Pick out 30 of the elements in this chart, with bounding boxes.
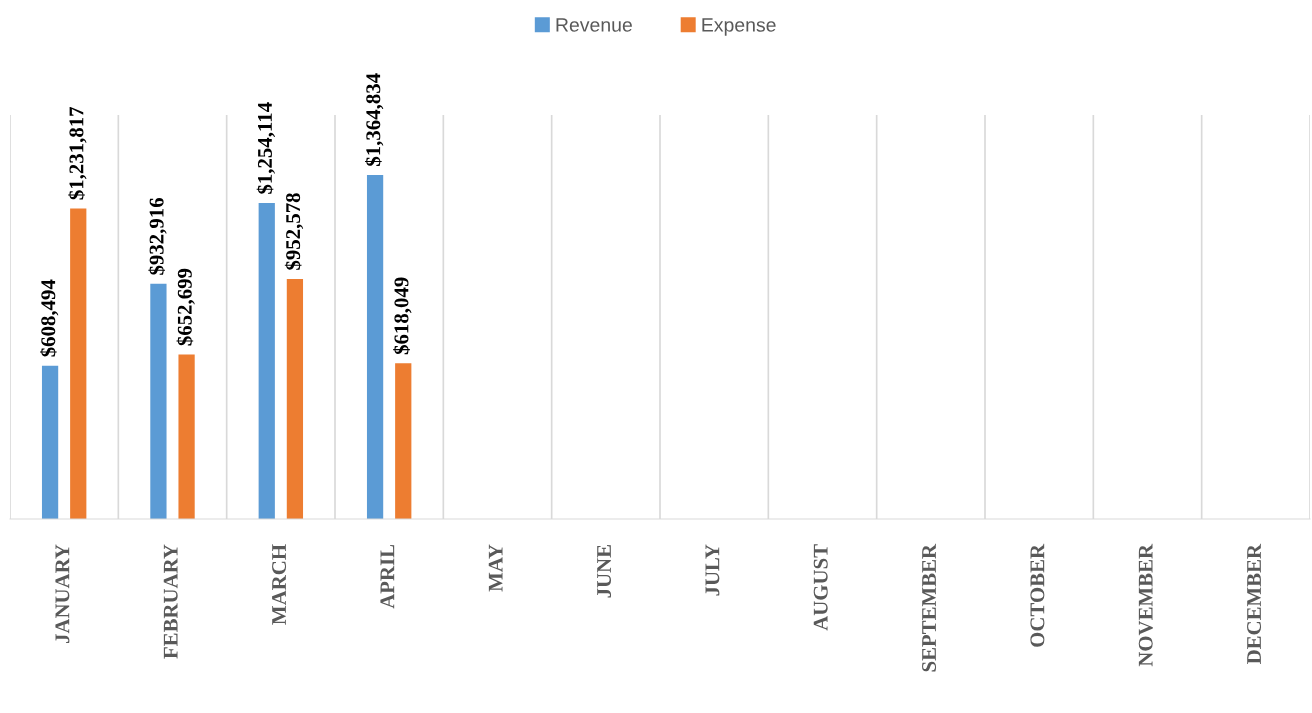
x-tick-label: APRIL <box>380 544 395 609</box>
x-tick-label: SEPTEMBER <box>922 543 937 672</box>
data-label: $608,494 <box>40 279 59 357</box>
x-tick-label: OCTOBER <box>1030 543 1045 647</box>
data-label: $932,916 <box>148 198 167 275</box>
x-tick-label: MAY <box>488 544 503 592</box>
x-tick-label: JANUARY <box>55 544 70 644</box>
data-label: $1,364,834 <box>365 73 384 166</box>
bar <box>395 363 412 519</box>
x-tick-label: NOVEMBER <box>1138 543 1153 667</box>
x-tick-label: DECEMBER <box>1247 543 1262 665</box>
x-tick-label: JULY <box>705 544 720 596</box>
bar <box>70 208 87 519</box>
x-tick-label: MARCH <box>272 544 287 625</box>
data-label: $1,231,817 <box>68 106 87 200</box>
x-tick-label: JUNE <box>597 545 612 598</box>
data-label: $1,254,114 <box>256 102 275 194</box>
bar <box>258 202 275 519</box>
bar <box>286 278 304 519</box>
bar <box>150 283 167 519</box>
bar <box>41 365 59 519</box>
legend-label: Expense <box>702 18 776 36</box>
bar <box>366 175 384 519</box>
bar <box>178 354 195 519</box>
data-label: $952,578 <box>284 193 304 270</box>
x-tick-label: AUGUST <box>813 544 828 631</box>
data-label: $652,699 <box>176 268 195 346</box>
x-tick-label: FEBRUARY <box>163 544 178 659</box>
legend-label: Revenue <box>556 18 632 32</box>
data-label: $618,049 <box>393 277 412 355</box>
